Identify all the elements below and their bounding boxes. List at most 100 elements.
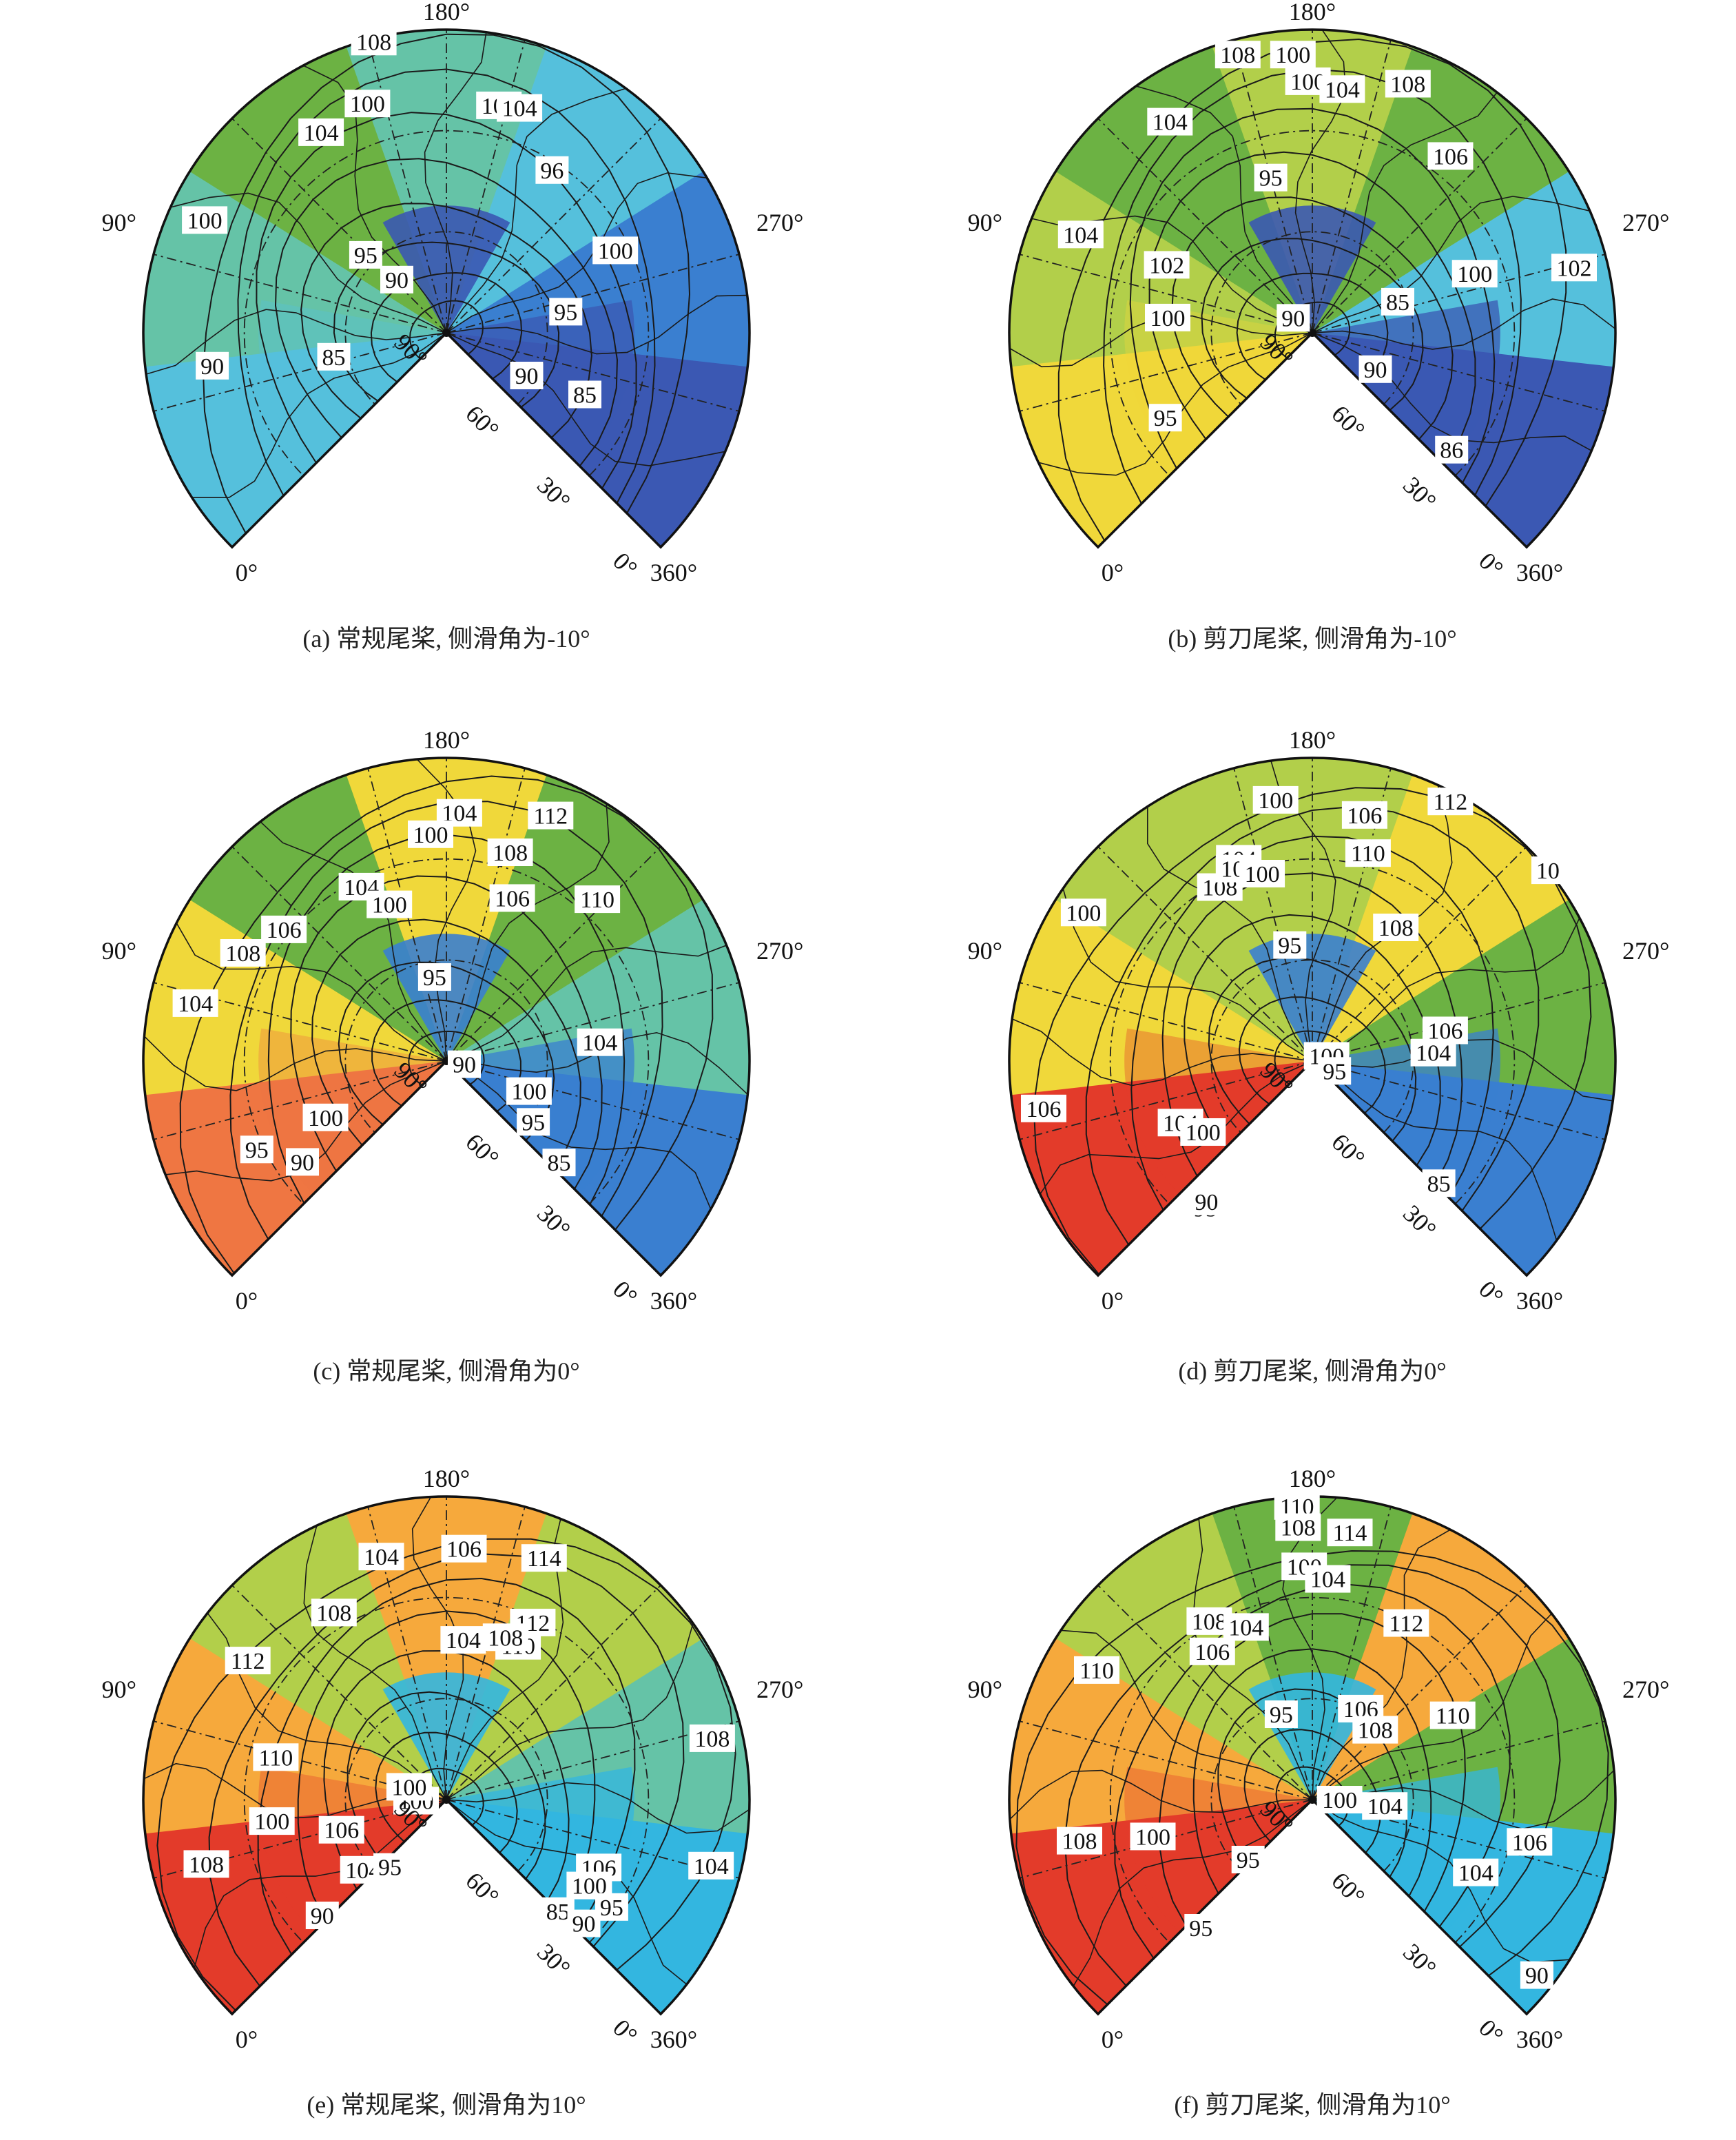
label-box [1383, 1609, 1429, 1637]
low-band-sector [1312, 1028, 1500, 1194]
contour-value-label: 104 [1147, 107, 1193, 136]
label-box [1060, 898, 1106, 927]
azimuth-tick-label: 360° [650, 2026, 697, 2053]
contour-value-label: 104 [1319, 75, 1365, 103]
label-box [1254, 163, 1288, 192]
contour-value-label: 100 [1180, 1118, 1226, 1146]
polar-contour-chart: 1001001061121041101081061001010895106104… [968, 726, 1670, 1315]
label-box [373, 1853, 406, 1881]
azimuth-tick-label: 90° [968, 209, 1002, 236]
label-box [535, 156, 569, 184]
contour-line [170, 192, 447, 333]
azimuth-tick-label: 0° [236, 2026, 258, 2053]
color-band-sector [1312, 1636, 1615, 1834]
elevation-tick-label: 30° [532, 1938, 576, 1982]
contour-value-label: 112 [528, 801, 574, 830]
label-box [1385, 70, 1431, 98]
label-box [1352, 1716, 1398, 1744]
label-box [1184, 1914, 1218, 1942]
contour-value-text: 100 [1186, 1120, 1221, 1146]
contour-value-label: 100 [1130, 1822, 1176, 1851]
elevation-tick-label: 60° [460, 1128, 504, 1172]
label-box [358, 1543, 404, 1571]
contour-value-label: 100 [386, 1773, 432, 1801]
label-box [1252, 785, 1299, 814]
color-band-sector [1009, 1638, 1312, 1836]
contour-value-text: 108 [189, 1852, 224, 1877]
azimuth-tick-label: 180° [423, 0, 470, 25]
contour-value-text: 85 [1427, 1171, 1451, 1197]
label-box [182, 206, 228, 234]
contour-line [1282, 1496, 1338, 1800]
contour-value-text: 85 [1386, 290, 1409, 316]
azimuth-tick-label: 90° [102, 1676, 136, 1703]
contour-value-text: 100 [1275, 43, 1310, 68]
contour-value-text: 104 [1367, 1794, 1403, 1820]
contour-value-label: 95 [1318, 1057, 1352, 1085]
contour-value-text: 104 [178, 991, 213, 1017]
elevation-tick-label: 30° [532, 1200, 576, 1244]
contour-value-text: 100 [308, 1106, 343, 1131]
azimuth-tick-label: 270° [756, 209, 803, 236]
contour-value-label: 95 [1184, 1914, 1218, 1942]
elevation-tick-label: 60° [460, 400, 504, 444]
contour-value-text: 90 [385, 268, 409, 294]
contour-value-text: 112 [533, 804, 568, 830]
elevation-grid-ring [1109, 1596, 1516, 1944]
contour-value-text: 108 [1281, 1516, 1316, 1541]
label-box [1435, 435, 1469, 464]
label-box [302, 1103, 349, 1131]
contour-value-label: 104 [1057, 220, 1104, 249]
contour-value-label: 95 [1148, 404, 1182, 432]
elevation-tick-label: 60° [1326, 1128, 1370, 1172]
contour-line [194, 1799, 447, 1968]
contour-value-text: 104 [1228, 1615, 1263, 1640]
contour-value-text: 106 [495, 886, 530, 912]
contour-line [1312, 1799, 1570, 1963]
contour-value-text: 100 [413, 823, 448, 848]
contour-value-text: 85 [573, 383, 597, 409]
contour-value-text: 106 [1026, 1097, 1062, 1122]
label-box [1520, 1961, 1553, 1989]
contour-value-text: 100 [372, 893, 407, 918]
contour-value-text: 112 [1389, 1612, 1423, 1637]
contour-value-label: 114 [521, 1544, 567, 1572]
contour-value-text: 106 [1433, 144, 1468, 169]
polar-contour-chart: 1121041001081101041001061081061049590104… [102, 726, 804, 1315]
contour-value-label: 114 [1327, 1519, 1373, 1547]
label-box [549, 298, 583, 326]
contour-value-text: 104 [1153, 110, 1188, 136]
low-band-sector [1312, 300, 1500, 466]
contour-value-text: 96 [540, 158, 564, 184]
contour-value-label: 90 [305, 1902, 339, 1929]
contour-value-label: 104 [1410, 1038, 1456, 1067]
contour-value-label: 90 [196, 351, 229, 380]
label-box [1345, 839, 1391, 867]
azimuth-tick-label: 360° [1516, 1287, 1563, 1315]
contour-value-text: 104 [364, 1545, 399, 1570]
label-box [349, 240, 382, 269]
contour-value-label: 104 [577, 1028, 623, 1056]
contour-value-label: 108 [351, 28, 397, 56]
contour-value-text: 95 [600, 1895, 623, 1921]
contour-value-label: 90 [286, 1148, 319, 1176]
center-point [442, 1796, 451, 1804]
contour-value-label: 102 [1551, 254, 1597, 282]
chart-caption: (f) 剪刀尾桨, 侧滑角为10° [1174, 2091, 1451, 2119]
contour-value-label: 106 [1427, 142, 1474, 170]
label-box [1148, 404, 1182, 432]
contour-value-label: 100 [302, 1103, 349, 1131]
color-band-sector [446, 1512, 703, 1800]
azimuth-tick-label: 270° [756, 937, 803, 965]
azimuth-tick-label: 90° [968, 1676, 1002, 1703]
contour-value-text: 100 [598, 238, 633, 264]
contour-line [1312, 196, 1591, 333]
contour-value-label: 110 [1345, 839, 1391, 867]
azimuth-tick-label: 0° [236, 559, 258, 586]
elevation-grid-ring [243, 1596, 650, 1944]
contour-value-text: 108 [694, 1727, 730, 1752]
contour-value-label: 100 [408, 820, 453, 848]
